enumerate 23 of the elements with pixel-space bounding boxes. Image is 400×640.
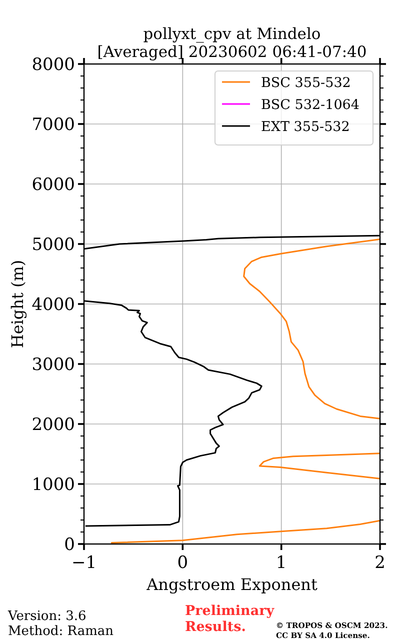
x-tick-label: 2 [374, 553, 386, 573]
y-tick-label: 0 [64, 535, 75, 556]
x-tick-label: −1 [71, 553, 97, 573]
y-tick-label: 5000 [32, 235, 75, 256]
y-tick-label: 2000 [32, 415, 75, 436]
y-tick-label: 3000 [32, 355, 75, 376]
text: Method: Raman [8, 624, 114, 639]
legend-label: BSC 532-1064 [261, 96, 360, 113]
y-tick-label: 4000 [32, 295, 75, 316]
y-tick-label: 8000 [32, 55, 75, 76]
legend-label: BSC 355-532 [261, 74, 351, 91]
chart-title: pollyxt_cpv at Mindelo [143, 25, 321, 43]
x-tick-label: 1 [276, 553, 287, 573]
x-axis-title: Angstroem Exponent [146, 575, 318, 594]
y-tick-label: 1000 [32, 475, 75, 496]
text: Preliminary Results. [185, 603, 276, 635]
y-axis-title: Height (m) [8, 260, 27, 348]
x-tick-label: 0 [177, 553, 188, 573]
y-tick-label: 7000 [32, 115, 75, 136]
legend-label: EXT 355-532 [261, 118, 350, 135]
text: Version: 3.6 [7, 609, 86, 624]
chart-subtitle: [Averaged] 20230602 06:41-07:40 [97, 43, 367, 61]
y-tick-label: 6000 [32, 175, 75, 196]
